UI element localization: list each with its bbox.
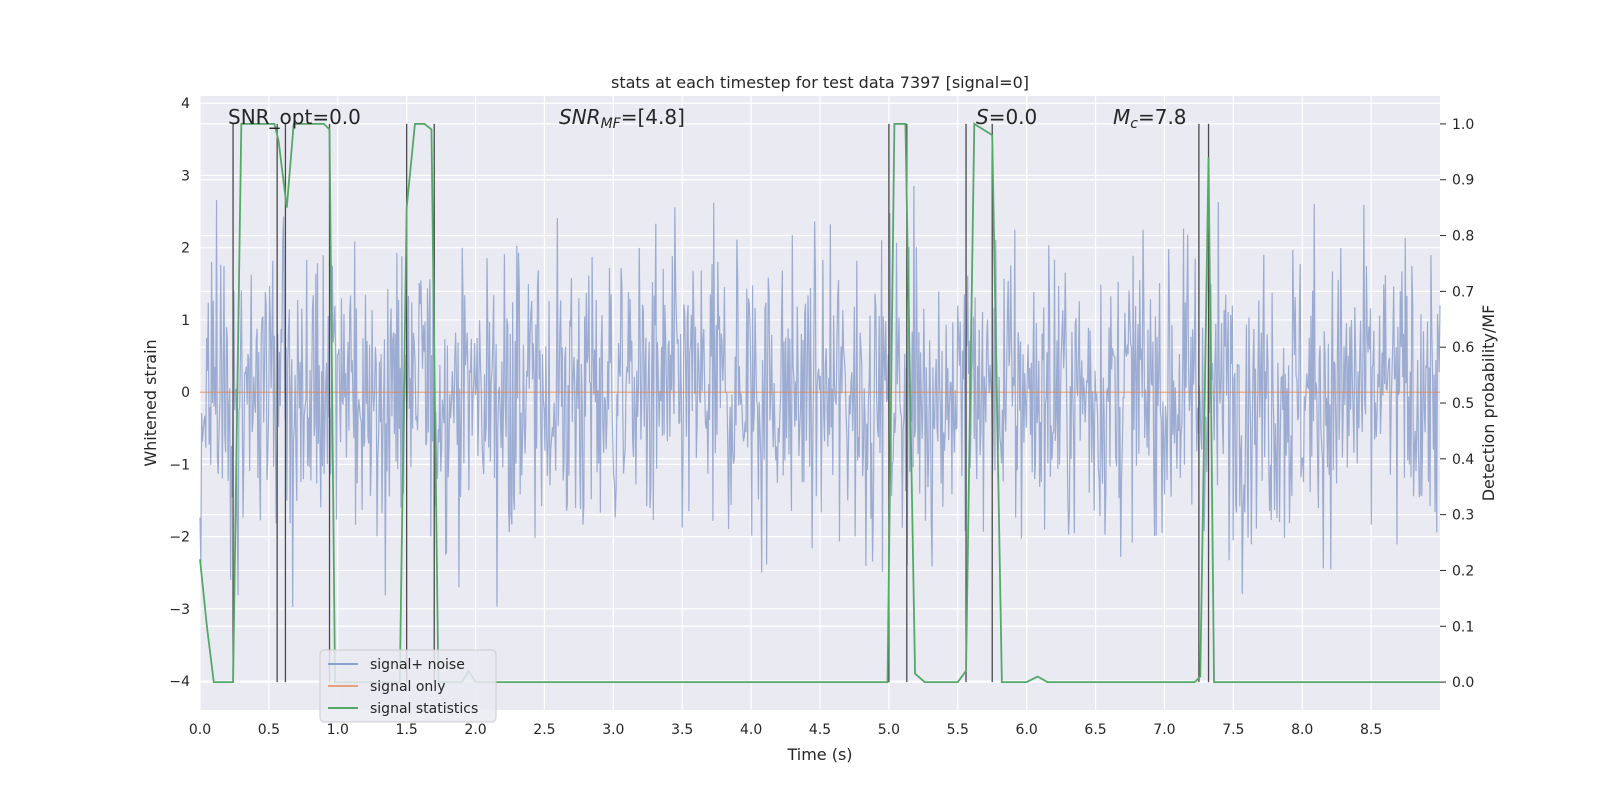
right-y-tick-label: 0.5 <box>1452 396 1474 412</box>
right-y-tick-label: 0.2 <box>1452 563 1474 579</box>
snr-opt-annotation: SNR_opt=0.0 <box>228 105 361 129</box>
x-tick-label: 8.5 <box>1360 722 1382 738</box>
detection-markers <box>232 123 1210 683</box>
left-y-tick-label: 1 <box>181 313 190 329</box>
right-y-tick-label: 0.0 <box>1452 675 1474 691</box>
right-y-tick-label: 0.6 <box>1452 340 1474 356</box>
right-y-tick-label: 0.4 <box>1452 452 1474 468</box>
right-y-tick-labels: 0.0 0.1 0.2 0.3 0.4 0.5 0.6 0.7 0.8 0.9 1.0 <box>1440 117 1474 691</box>
left-y-tick-labels: −4 −3 −2 −1 0 1 2 3 4 <box>169 96 190 690</box>
mc-annotation: Mc=7.8 <box>1113 105 1187 132</box>
x-tick-label: 1.0 <box>327 722 349 738</box>
right-y-axis-label: Detection probability/MF <box>1479 305 1498 502</box>
right-y-tick-label: 0.9 <box>1452 173 1474 189</box>
left-y-tick-label: 0 <box>181 385 190 401</box>
x-tick-label: 2.0 <box>464 722 486 738</box>
left-y-tick-label: 2 <box>181 241 190 257</box>
x-tick-labels: 0.0 0.5 1.0 1.5 2.0 2.5 3.0 3.5 4.0 4.5 5.0 5.5 6.0 6… <box>189 722 1382 738</box>
left-y-tick-label: −1 <box>169 457 190 473</box>
right-y-tick-label: 0.1 <box>1452 619 1474 635</box>
x-tick-label: 7.5 <box>1222 722 1244 738</box>
legend-box <box>319 649 497 723</box>
x-tick-label: 3.0 <box>602 722 624 738</box>
legend-label-signal: signal only <box>370 679 445 695</box>
x-tick-label: 8.0 <box>1291 722 1313 738</box>
left-y-tick-label: −3 <box>169 602 190 618</box>
legend-label-stats: signal statistics <box>370 701 478 717</box>
left-y-axis-label: Whitened strain <box>141 339 160 466</box>
snr-mf-annotation: SNRMF=[4.8] <box>559 105 685 132</box>
x-tick-label: 5.0 <box>878 722 900 738</box>
left-y-tick-label: −4 <box>169 674 190 690</box>
x-tick-label: 4.5 <box>809 722 831 738</box>
right-y-tick-label: 1.0 <box>1452 117 1474 133</box>
x-tick-label: 6.5 <box>1084 722 1106 738</box>
x-tick-label: 3.5 <box>671 722 693 738</box>
x-tick-label: 4.0 <box>740 722 762 738</box>
right-y-tick-label: 0.8 <box>1452 229 1474 245</box>
x-tick-label: 6.0 <box>1016 722 1038 738</box>
x-tick-label: 7.0 <box>1153 722 1175 738</box>
x-tick-label: 1.5 <box>396 722 418 738</box>
right-y-tick-label: 0.3 <box>1452 508 1474 524</box>
x-tick-label: 0.0 <box>189 722 211 738</box>
x-tick-label: 2.5 <box>533 722 555 738</box>
left-y-tick-label: 4 <box>181 96 190 112</box>
legend-label-noise: signal+ noise <box>370 657 465 673</box>
s-annotation: S=0.0 <box>976 105 1037 129</box>
chart-title: stats at each timestep for test data 739… <box>611 73 1029 92</box>
legend: signal+ noise signal only signal statist… <box>319 649 497 723</box>
x-tick-label: 5.5 <box>947 722 969 738</box>
x-axis-label: Time (s) <box>786 745 852 764</box>
right-y-tick-label: 0.7 <box>1452 284 1474 300</box>
x-tick-label: 0.5 <box>258 722 280 738</box>
left-y-tick-label: 3 <box>181 168 190 184</box>
left-y-tick-label: −2 <box>169 530 190 546</box>
